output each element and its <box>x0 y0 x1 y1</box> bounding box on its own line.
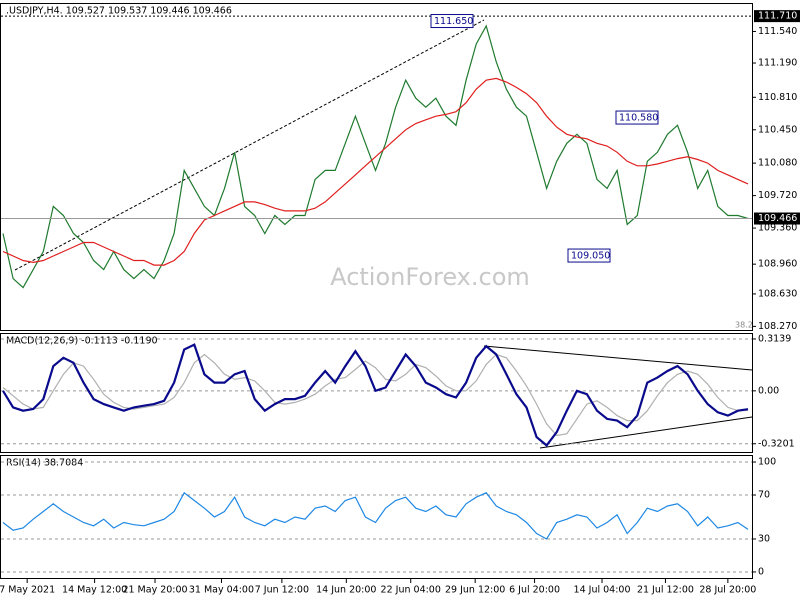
panel-title: RSI(14) 38.7084 <box>6 458 83 469</box>
macd-trend-line <box>483 345 753 371</box>
x-tick-label: 31 May 04:00 <box>189 585 254 596</box>
y-tick-label: 110.080 <box>758 158 797 169</box>
x-tick-label: 21 May 20:00 <box>122 585 187 596</box>
y-tick-label: 109.360 <box>758 223 797 234</box>
y-tick-label: 111.540 <box>758 26 797 37</box>
annotation-label: 111.650 <box>434 16 473 27</box>
level-label: 111.710 <box>758 11 797 22</box>
price-panel <box>0 3 753 331</box>
last-price-label: 109.466 <box>758 213 797 224</box>
annotation-label: 109.050 <box>571 251 610 262</box>
last-price-box <box>754 212 800 225</box>
watermark: ActionForex.com <box>330 263 530 291</box>
y-tick-label: 110.810 <box>758 92 797 103</box>
x-tick-label: 21 Jul 12:00 <box>637 585 694 596</box>
y-tick-label: 108.960 <box>758 259 797 270</box>
x-tick-label: 7 May 2021 <box>0 585 55 596</box>
series-line <box>2 24 749 289</box>
y-tick-label: 109.720 <box>758 190 797 201</box>
x-tick-label: 22 Jun 04:00 <box>381 585 441 596</box>
y-tick-label: 108.270 <box>758 321 797 332</box>
y-tick-label: 70 <box>758 490 770 501</box>
series-line <box>2 353 749 437</box>
macd-panel <box>0 333 753 453</box>
fib-label: 38.2 <box>735 321 753 330</box>
macd-trend-line <box>539 416 753 449</box>
annotation-label: 110.580 <box>619 113 658 124</box>
annotation-box <box>567 248 611 263</box>
x-tick-label: 6 Jul 20:00 <box>509 585 560 596</box>
y-tick-label: 108.630 <box>758 288 797 299</box>
y-tick-label: -0.3201 <box>758 438 795 449</box>
x-tick-label: 14 Jul 04:00 <box>574 585 631 596</box>
panel-title: .USDJPY,H4. 109.527 109.537 109.446 109.… <box>6 6 232 17</box>
y-tick-label: 100 <box>758 457 776 468</box>
y-tick-label: 30 <box>758 533 770 544</box>
x-tick-label: 29 Jun 12:00 <box>445 585 505 596</box>
y-tick-label: 0.3139 <box>758 333 791 344</box>
y-tick-label: 110.450 <box>758 124 797 135</box>
rsi-panel <box>0 455 753 579</box>
x-tick-label: 7 Jun 12:00 <box>255 585 309 596</box>
annotation-box <box>615 110 659 125</box>
y-tick-label: 111.190 <box>758 58 797 69</box>
panel-title: MACD(12,26,9) -0.1113 -0.1190 <box>6 336 158 347</box>
level-box <box>754 10 800 23</box>
series-line <box>2 77 749 266</box>
x-tick-label: 14 Jun 20:00 <box>316 585 376 596</box>
y-tick-label: 0 <box>758 566 764 577</box>
x-tick-label: 28 Jul 20:00 <box>699 585 756 596</box>
x-tick-label: 14 May 12:00 <box>62 585 127 596</box>
series-line <box>2 343 749 447</box>
trend-line <box>14 19 485 271</box>
annotation-box <box>430 14 474 29</box>
series-line <box>2 491 749 540</box>
y-tick-label: 0.00 <box>758 385 779 396</box>
